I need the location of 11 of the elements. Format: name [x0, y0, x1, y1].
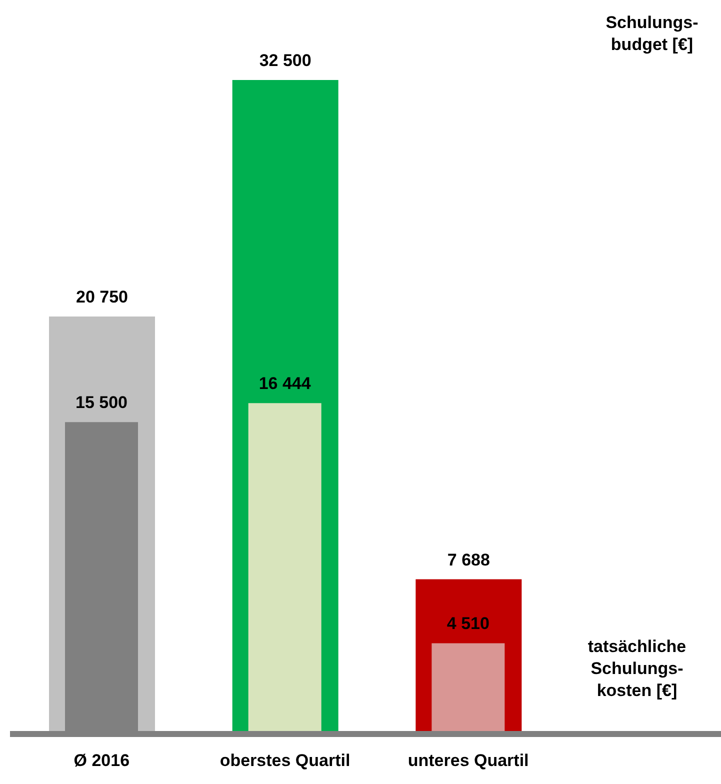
- data-label: 20 750: [76, 287, 128, 306]
- x-tick-label: unteres Quartil: [408, 751, 529, 770]
- data-label: 16 444: [258, 374, 312, 394]
- data-label: 32 500: [259, 51, 312, 70]
- data-label: 4 510: [446, 614, 490, 634]
- data-label: 15 500: [76, 393, 128, 412]
- x-tick-label: Ø 2016: [74, 751, 130, 770]
- x-tick-label: oberstes Quartil: [220, 751, 350, 770]
- data-label: 7 688: [447, 550, 490, 570]
- text: Schulungs-budget [€]: [604, 12, 700, 56]
- text: tatsächliche Schulungs-kosten [€]: [586, 636, 688, 702]
